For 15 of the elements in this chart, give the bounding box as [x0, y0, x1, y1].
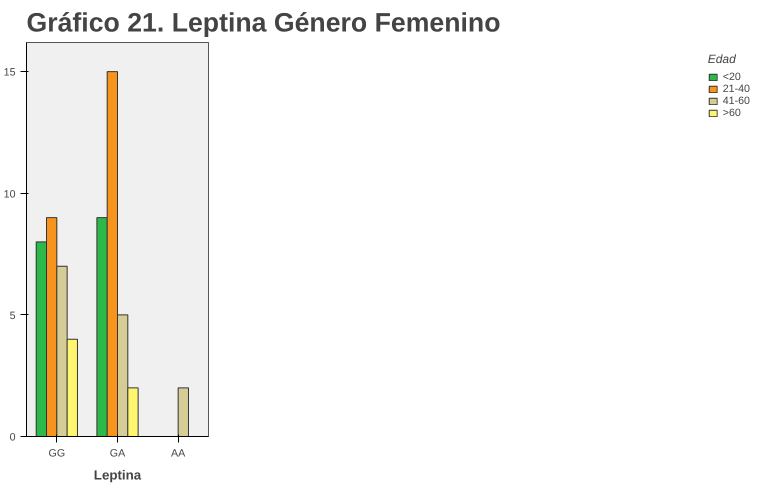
x-tick-label: GG — [48, 448, 66, 460]
bar — [178, 387, 189, 436]
y-tick-label: 5 — [10, 310, 16, 322]
legend-label: >60 — [722, 107, 742, 119]
y-tick-label: 0 — [10, 432, 16, 444]
legend-label: 21-40 — [722, 83, 750, 95]
x-tick-label: AA — [171, 448, 186, 460]
y-tick-label: 10 — [4, 188, 16, 200]
x-axis-title: Leptina — [94, 468, 142, 482]
legend-label: 41-60 — [722, 95, 750, 107]
x-tick-label: GA — [110, 448, 126, 460]
y-tick-label: 15 — [4, 66, 16, 79]
text: Gráfico 21. Leptina Género Femenino — [26, 8, 500, 38]
legend-title: Edad — [708, 52, 737, 66]
legend-label: <20 — [722, 71, 742, 83]
